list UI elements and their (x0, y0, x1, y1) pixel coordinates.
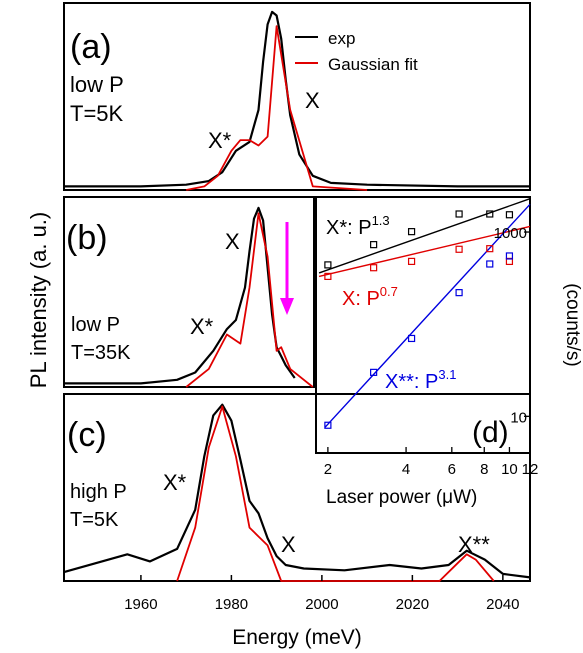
panel-c-exp-curve (63, 403, 531, 579)
energy-tick-label: 2000 (305, 596, 338, 613)
energy-tick-label: 1980 (215, 596, 248, 613)
energy-tick-label: 2020 (396, 596, 429, 613)
legend-exp-label: exp (328, 29, 355, 48)
series-xstar-label: X*: P1.3 (326, 213, 390, 239)
panel-a-note-temp: T=5K (70, 101, 124, 126)
data-point-X (407, 257, 416, 266)
data-point-X (486, 245, 494, 253)
panel-b-label: (b) (66, 219, 108, 257)
data-point-Xstarstar (486, 260, 494, 268)
fit-line-X (318, 225, 531, 278)
panel-b-exp-curve (64, 206, 296, 385)
panel-d-xlabel: Laser power (μW) (326, 487, 477, 508)
power-tick-label: 10 (501, 461, 518, 478)
panel-d-frame (315, 196, 531, 454)
panel-c-peak-xstar: X* (163, 470, 187, 495)
arrow-head-icon (280, 298, 294, 315)
panel-a-fit-curve (186, 25, 368, 191)
panel-a-frame (63, 2, 531, 191)
panel-c-peak-xstarstar: X** (458, 532, 490, 557)
energy-axis-ticks: 1960 1980 2000 2020 2040 (124, 575, 520, 613)
panel-c-label: (c) (67, 416, 107, 454)
panel-c-peak-x: X (281, 532, 296, 557)
data-point-Xstar (324, 261, 332, 269)
counts-tick-label: 10 (510, 409, 527, 426)
panel-d-label: (d) (472, 416, 509, 449)
energy-tick-label: 2040 (486, 596, 519, 613)
series-x-label: X: P0.7 (342, 284, 398, 310)
power-tick-label: 8 (480, 461, 488, 478)
panel-c-note-temp: T=5K (70, 509, 119, 531)
data-point-Xstar (407, 228, 416, 236)
fit-line-Xstarstar (324, 203, 531, 428)
data-point-Xstar (486, 210, 494, 218)
panel-b-fit-curve (185, 212, 314, 388)
panel-b-frame (63, 196, 315, 388)
power-tick-label: 12 (522, 461, 539, 478)
panel-a-exp-curve (64, 10, 530, 188)
energy-tick-label: 1960 (124, 596, 157, 613)
data-point-Xstarstar (407, 334, 416, 343)
y-axis-title: PL intensity (a. u.) (26, 212, 51, 388)
power-tick-label: 2 (324, 461, 332, 478)
data-point-Xstar (455, 210, 463, 218)
panel-c-fit-curve (176, 405, 495, 582)
data-point-Xstarstar (370, 368, 378, 376)
data-point-Xstar (505, 211, 514, 219)
panel-a-peak-xstar: X* (208, 128, 232, 153)
panel-b-peak-x: X (225, 229, 240, 254)
legend-fit-label: Gaussian fit (328, 55, 418, 74)
data-point-X (455, 245, 463, 253)
data-point-Xstarstar (455, 289, 463, 297)
fit-line-Xstar (318, 198, 531, 274)
data-point-Xstar (370, 241, 378, 249)
x-axis-title: Energy (meV) (232, 626, 362, 649)
data-point-Xstarstar (324, 421, 332, 429)
panel-a-label: (a) (70, 28, 112, 66)
counts-tick-label: 1000 (494, 225, 527, 242)
panel-a-peak-x: X (305, 88, 320, 113)
panel-b-note-power: low P (71, 314, 120, 336)
spectrum-curves (63, 10, 531, 582)
series-xstarstar-label: X**: P3.1 (385, 367, 456, 393)
data-point-Xstarstar (505, 252, 514, 260)
data-point-X (370, 264, 378, 272)
panel-a-note-power: low P (70, 72, 124, 97)
power-tick-label: 6 (448, 461, 456, 478)
panel-d-ylabel: (counts/s) (562, 283, 583, 366)
power-tick-label: 4 (402, 461, 410, 478)
panel-c-note-power: high P (70, 481, 127, 503)
data-point-X (324, 272, 332, 281)
panel-b-note-temp: T=35K (71, 342, 131, 364)
panel-b-peak-xstar: X* (190, 314, 214, 339)
